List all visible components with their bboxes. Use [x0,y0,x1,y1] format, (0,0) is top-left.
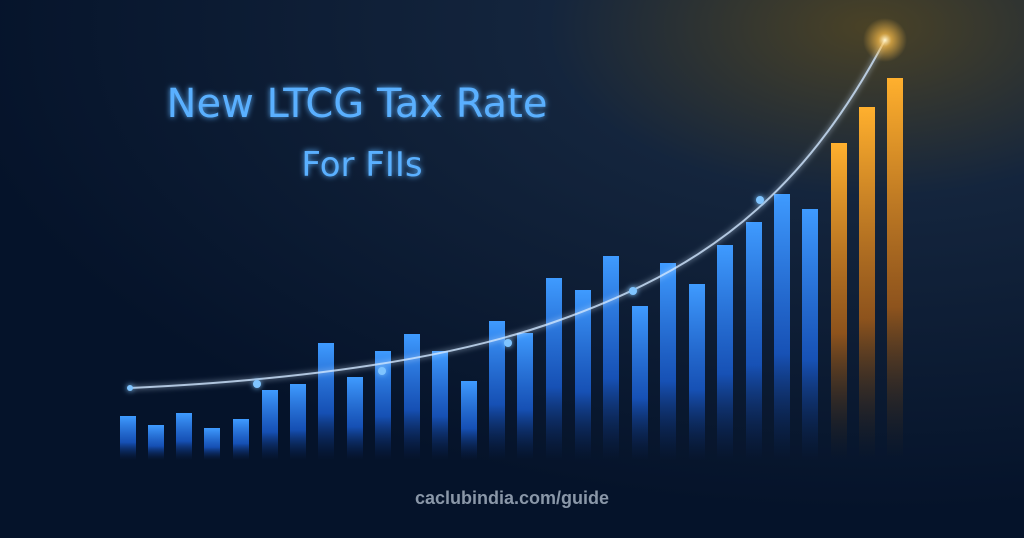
bar [318,343,334,460]
bar [831,143,847,460]
bars [120,78,903,460]
bar [404,334,420,460]
bar [546,278,562,460]
bar [347,377,363,460]
bar [262,390,278,460]
bar [432,351,448,460]
source: caclubindia.com/guide [415,488,609,508]
sparkle [863,18,907,62]
bar [689,284,705,460]
bar [176,413,192,460]
trend-curve [129,39,886,389]
dot [127,385,133,391]
dot [629,287,637,295]
dot [504,339,512,347]
bar [859,107,875,460]
dot [756,196,764,204]
bar [660,263,676,460]
bar [575,290,591,460]
bar [489,321,505,460]
bar [632,306,648,460]
bar [233,419,249,460]
bar [802,209,818,460]
bar [290,384,306,460]
curve-dots [127,196,764,391]
bar [120,416,136,460]
bar [887,78,903,460]
dot [253,380,261,388]
bar [603,256,619,460]
bar [204,428,220,460]
bar [148,425,164,460]
subtitle: For FIIs [301,145,422,185]
bar [461,381,477,460]
bar [517,333,533,460]
bar [717,245,733,460]
dot [378,367,386,375]
bar [746,222,762,460]
bar [774,194,790,460]
bar [375,351,391,460]
title: New LTCG Tax Rate [167,81,548,127]
